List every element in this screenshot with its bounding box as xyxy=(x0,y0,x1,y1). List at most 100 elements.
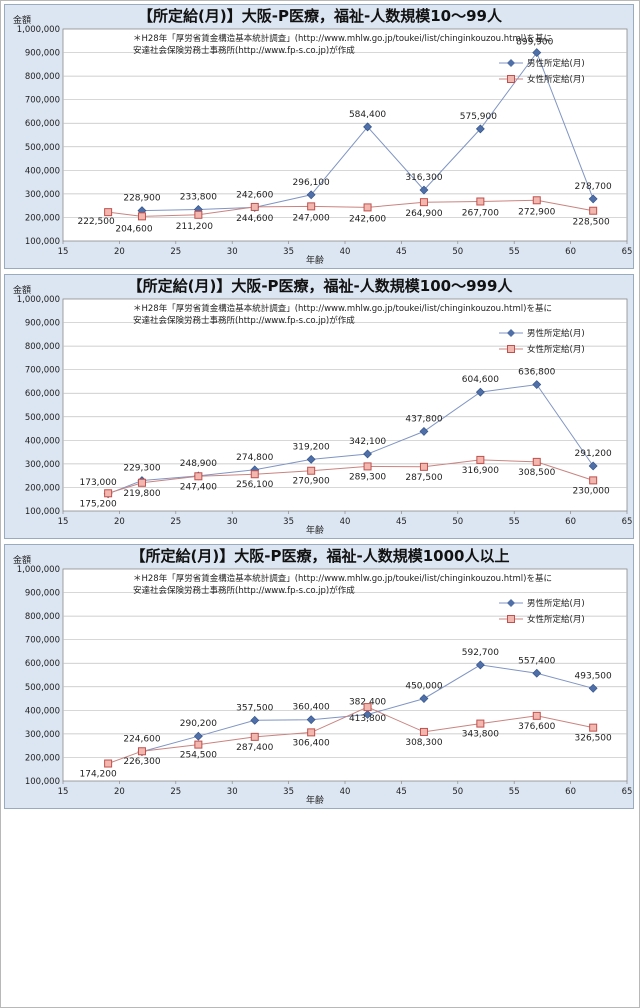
legend-marker-male xyxy=(507,59,515,67)
data-label: 222,500 xyxy=(78,217,115,227)
y-tick-label: 700,000 xyxy=(25,636,60,646)
data-label: 219,800 xyxy=(123,489,160,499)
data-label: 230,000 xyxy=(573,486,610,496)
male-data-point xyxy=(250,715,260,725)
male-data-point xyxy=(363,710,372,719)
x-tick-label: 15 xyxy=(58,787,69,797)
female-data-point xyxy=(363,703,372,712)
data-label: 247,400 xyxy=(180,482,217,492)
female-data-point xyxy=(363,203,372,212)
source-note: ＊H28年「厚労省賃金構造基本統計調査」(http://www.mhlw.go.… xyxy=(133,33,552,44)
female-data-point xyxy=(589,206,598,215)
data-label: 413,800 xyxy=(349,714,386,724)
female-data-point xyxy=(307,728,316,737)
male-data-point xyxy=(306,715,316,725)
data-label: 211,200 xyxy=(176,222,213,232)
x-tick-label: 50 xyxy=(452,517,463,527)
female-data-point xyxy=(532,196,541,205)
x-tick-label: 25 xyxy=(170,517,181,527)
data-label: 382,400 xyxy=(349,697,386,707)
y-tick-label: 100,000 xyxy=(25,507,60,517)
x-tick-label: 35 xyxy=(283,517,294,527)
x-tick-label: 65 xyxy=(622,517,633,527)
x-tick-label: 25 xyxy=(170,247,181,257)
x-tick-label: 40 xyxy=(340,247,351,257)
data-label: 296,100 xyxy=(293,178,330,188)
legend-marker-male xyxy=(507,329,515,337)
female-data-point xyxy=(476,455,485,464)
data-label: 306,400 xyxy=(293,738,330,748)
x-tick-label: 45 xyxy=(396,247,407,257)
data-label: 357,500 xyxy=(236,703,273,713)
female-data-point xyxy=(104,759,113,768)
y-tick-label: 300,000 xyxy=(25,730,60,740)
source-note: 安達社会保険労務士事務所(http://www.fp-s.co.jp)が作成 xyxy=(133,45,355,56)
y-tick-label: 100,000 xyxy=(25,777,60,787)
male-data-point xyxy=(532,48,542,58)
y-tick-label: 400,000 xyxy=(25,706,60,716)
data-label: 278,700 xyxy=(575,182,612,192)
series-line-female xyxy=(107,706,594,764)
data-label: 287,400 xyxy=(236,743,273,753)
data-label: 493,500 xyxy=(575,671,612,681)
male-data-point xyxy=(475,124,485,134)
series-line-female xyxy=(107,459,594,494)
data-label: 226,300 xyxy=(123,757,160,767)
x-tick-label: 35 xyxy=(283,247,294,257)
female-data-point xyxy=(419,727,428,736)
male-data-point xyxy=(306,454,316,464)
x-tick-label: 30 xyxy=(227,517,238,527)
male-data-point xyxy=(306,190,316,200)
x-tick-label: 55 xyxy=(509,247,520,257)
data-label: 242,600 xyxy=(349,214,386,224)
male-data-point xyxy=(363,449,372,459)
source-note: ＊H28年「厚労省賃金構造基本統計調査」(http://www.mhlw.go.… xyxy=(133,573,552,584)
data-label: 175,200 xyxy=(80,499,117,509)
female-data-point xyxy=(250,470,259,479)
female-data-point xyxy=(250,732,259,741)
legend-label: 男性所定給(月) xyxy=(527,58,585,69)
x-tick-label: 60 xyxy=(565,517,576,527)
y-tick-label: 1,000,000 xyxy=(17,565,60,575)
chart-title: 【所定給(月)】大阪-P医療，福祉-人数規模10～99人 xyxy=(138,7,503,25)
female-data-point xyxy=(476,719,485,728)
female-data-point xyxy=(307,466,316,475)
data-label: 272,900 xyxy=(518,207,555,217)
data-label: 264,900 xyxy=(405,209,442,219)
y-tick-label: 900,000 xyxy=(25,319,60,329)
legend-label: 男性所定給(月) xyxy=(527,328,585,339)
chart-panel-1: 【所定給(月)】大阪-P医療，福祉-人数規模10～99人 100,000 200,0… xyxy=(4,4,634,269)
data-label: 575,900 xyxy=(460,112,497,122)
data-label: 224,600 xyxy=(123,735,160,745)
legend-label: 女性所定給(月) xyxy=(527,614,585,625)
female-data-point xyxy=(104,489,113,498)
data-label: 437,800 xyxy=(405,414,442,424)
chart-panel-2: 【所定給(月)】大阪-P医療，福祉-人数規模100～999人 100,000 200… xyxy=(4,274,634,539)
data-label: 604,600 xyxy=(462,375,499,385)
female-data-point xyxy=(137,747,146,756)
data-label: 244,600 xyxy=(236,214,273,224)
male-data-point xyxy=(419,427,429,436)
x-tick-label: 60 xyxy=(565,787,576,797)
female-data-point xyxy=(532,711,541,720)
female-data-point xyxy=(589,476,598,485)
x-tick-label: 50 xyxy=(452,787,463,797)
legend-label: 男性所定給(月) xyxy=(527,598,585,609)
x-tick-label: 30 xyxy=(227,787,238,797)
male-data-point xyxy=(588,194,598,204)
legend-label: 女性所定給(月) xyxy=(527,344,585,355)
female-data-point xyxy=(250,202,259,211)
plot-area xyxy=(62,28,628,242)
data-label: 174,200 xyxy=(80,770,117,780)
source-note: 安達社会保険労務士事務所(http://www.fp-s.co.jp)が作成 xyxy=(133,315,355,326)
data-label: 360,400 xyxy=(293,703,330,713)
y-tick-label: 600,000 xyxy=(25,389,60,399)
data-label: 342,100 xyxy=(349,437,386,447)
female-data-point xyxy=(104,208,113,217)
data-label: 326,500 xyxy=(575,734,612,744)
data-label: 228,500 xyxy=(573,218,610,228)
legend-marker-male xyxy=(507,599,515,607)
chart-3-svg: 【所定給(月)】大阪-P医療，福祉-人数規模1000人以上 100,000 200,… xyxy=(13,547,632,806)
male-data-point xyxy=(419,185,429,195)
data-label: 291,200 xyxy=(575,449,612,459)
